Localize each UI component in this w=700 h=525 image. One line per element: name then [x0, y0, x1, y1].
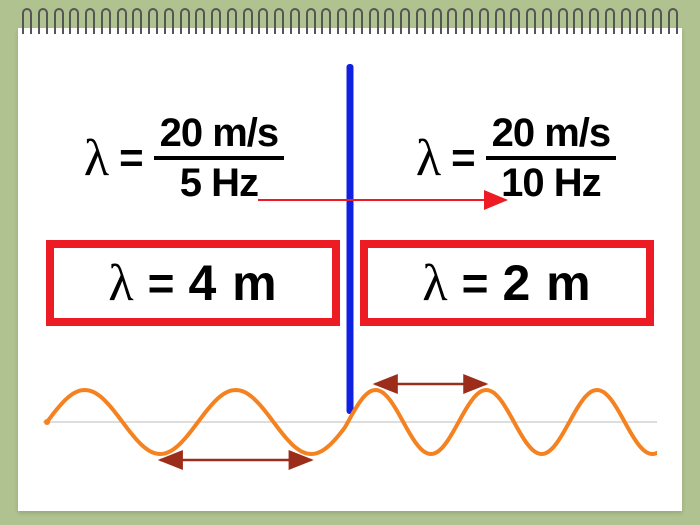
numerator: 20 m/s	[486, 113, 617, 153]
arrow-right-icon	[258, 190, 518, 210]
fraction-bar	[486, 156, 617, 160]
denominator: 5 Hz	[174, 163, 264, 203]
lambda-symbol: λ	[108, 254, 133, 313]
lambda-symbol: λ	[422, 254, 447, 313]
lambda-symbol: λ	[416, 129, 441, 188]
result-row: λ = 4 m λ = 2 m	[18, 240, 682, 326]
fraction-bar	[154, 156, 285, 160]
result-box-left: λ = 4 m	[46, 240, 340, 326]
result-value: 2 m	[502, 254, 591, 312]
wave-diagram	[43, 357, 657, 487]
numerator: 20 m/s	[154, 113, 285, 153]
equals-sign: =	[462, 256, 489, 310]
equals-sign: =	[451, 134, 476, 182]
spiral-binding	[22, 8, 678, 38]
notepad: λ = 20 m/s 5 Hz λ = 20 m/s 10 Hz	[18, 28, 682, 511]
wave-start-dot	[44, 419, 50, 425]
result-box-right: λ = 2 m	[360, 240, 654, 326]
equals-sign: =	[148, 256, 175, 310]
lambda-symbol: λ	[84, 129, 109, 188]
result-value: 4 m	[188, 254, 277, 312]
equals-sign: =	[119, 134, 144, 182]
